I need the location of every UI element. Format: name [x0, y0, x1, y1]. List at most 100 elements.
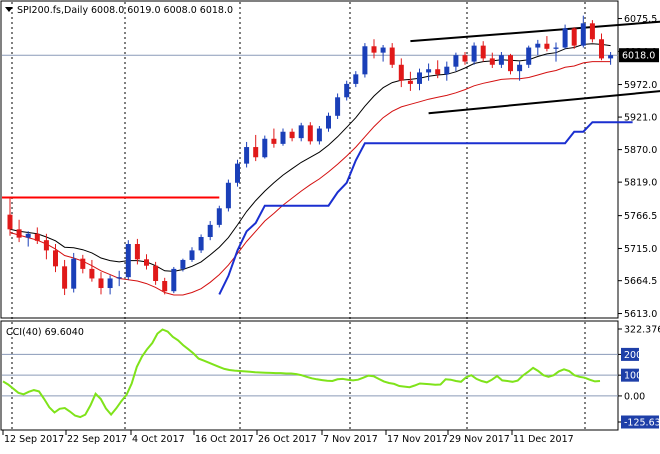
candle-body: [125, 244, 131, 278]
candle-body: [235, 163, 240, 183]
candle: [608, 52, 614, 65]
candle-body: [544, 43, 550, 49]
candle: [362, 43, 368, 78]
candle-body: [589, 23, 595, 40]
date-tick-label: 4 Oct 2017: [132, 434, 185, 445]
candle-body: [162, 281, 168, 292]
candle-body: [417, 72, 422, 84]
price-tick-label: 5972.0: [624, 80, 657, 91]
candle-body: [62, 266, 68, 289]
candle-body: [526, 47, 532, 65]
candle: [235, 159, 240, 187]
candle-body: [180, 259, 186, 269]
candle: [398, 58, 404, 88]
candle: [289, 128, 295, 142]
candle-body: [608, 55, 614, 59]
candle-body: [7, 214, 13, 230]
cci-tick-label: 322.3761: [624, 325, 660, 336]
candle: [453, 52, 459, 72]
candle-body: [326, 115, 331, 129]
candle: [207, 221, 213, 241]
cci-tick-label: 0.00: [624, 391, 645, 402]
candle-body: [371, 46, 377, 53]
candle: [326, 112, 331, 132]
candle-body: [244, 147, 250, 164]
candle: [344, 80, 350, 101]
price-tick-label: 5819.0: [624, 178, 657, 189]
candle: [353, 71, 359, 88]
candle-body: [98, 278, 104, 289]
candle-body: [398, 64, 404, 81]
candle: [380, 44, 386, 62]
candle: [435, 60, 441, 79]
candle: [244, 141, 250, 168]
chart-symbol: SPI200.fs,Daily: [17, 5, 88, 16]
candle: [526, 45, 532, 68]
grid: [2, 2, 618, 430]
date-tick-label: 7 Nov 2017: [323, 434, 378, 445]
candle-body: [307, 125, 313, 142]
candle-body: [107, 278, 113, 289]
candle: [562, 24, 568, 49]
candle: [116, 270, 122, 287]
candle-body: [34, 233, 40, 241]
candle-body: [426, 69, 432, 73]
candle-body: [71, 258, 77, 289]
candle: [335, 93, 341, 119]
date-tick-label: 12 Sep 2017: [4, 434, 64, 445]
price-tag-box: [619, 48, 659, 63]
candle: [71, 252, 77, 293]
candle: [144, 254, 149, 270]
candle-body: [444, 66, 450, 75]
price-tick-label: 5613.0: [624, 309, 657, 320]
date-tick-label: 11 Dec 2017: [513, 434, 574, 445]
candle-body: [344, 83, 350, 98]
candle-body: [134, 244, 140, 260]
price-tick-label: 5664.5: [624, 276, 657, 287]
candle: [508, 53, 513, 75]
date-tick-label: 22 Sep 2017: [67, 434, 127, 445]
ma-slow-line: [9, 61, 611, 296]
candle: [107, 275, 113, 295]
collapse-triangle-icon[interactable]: [5, 7, 13, 12]
candle: [480, 41, 486, 62]
candle: [298, 122, 304, 142]
candle-body: [280, 131, 286, 144]
candle-body: [471, 45, 477, 62]
candle: [316, 126, 322, 145]
candle-body: [171, 268, 177, 292]
candle-body: [389, 47, 395, 65]
candle-body: [271, 138, 277, 144]
candle: [407, 71, 413, 91]
candle: [417, 68, 422, 91]
candle: [16, 219, 22, 243]
candle-body: [335, 97, 341, 116]
candle-body: [53, 250, 58, 267]
date-tick-label: 16 Oct 2017: [195, 434, 254, 445]
candle: [7, 197, 13, 236]
candle: [43, 233, 49, 260]
candle: [371, 39, 377, 59]
candle-body: [407, 80, 413, 84]
candle: [225, 179, 231, 212]
ohlc-readout: 6008.0 6019.0 6008.0 6018.0: [91, 5, 233, 16]
candle: [580, 15, 586, 48]
candle: [426, 63, 432, 81]
cci-tick-box: [621, 415, 659, 429]
candle-body: [380, 47, 386, 53]
candle: [180, 258, 186, 272]
candle-body: [453, 55, 459, 67]
candle-body: [316, 128, 322, 142]
candle-body: [189, 250, 195, 260]
date-tick-label: 26 Oct 2017: [258, 434, 317, 445]
price-tick-label: 5921.0: [624, 113, 657, 124]
candle-body: [89, 268, 95, 279]
candle-body: [116, 277, 122, 279]
price-tick-label: 5870.0: [624, 145, 657, 156]
candle-body: [435, 69, 441, 75]
price-tick-label: 5766.5: [624, 211, 657, 222]
candle-body: [508, 55, 513, 72]
cci-label: CCI(40) 69.6040: [6, 327, 84, 338]
price-tag-label: 6018.0: [622, 51, 655, 62]
candle: [444, 61, 450, 81]
